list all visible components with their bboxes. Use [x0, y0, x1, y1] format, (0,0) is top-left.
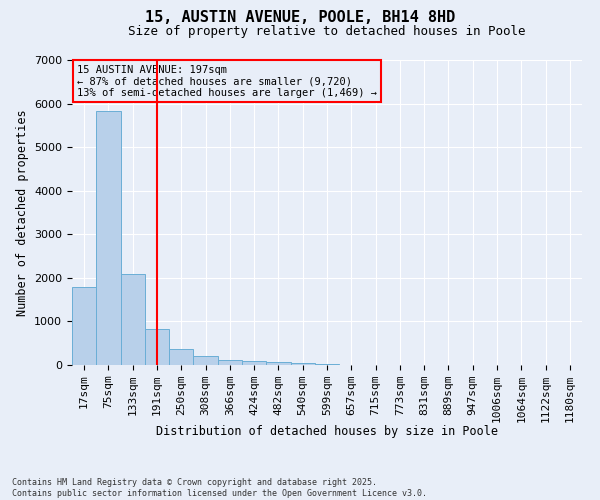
Bar	[266, 362, 290, 365]
Text: Contains HM Land Registry data © Crown copyright and database right 2025.
Contai: Contains HM Land Registry data © Crown c…	[12, 478, 427, 498]
Text: 15 AUSTIN AVENUE: 197sqm
← 87% of detached houses are smaller (9,720)
13% of sem: 15 AUSTIN AVENUE: 197sqm ← 87% of detach…	[77, 64, 377, 98]
Bar	[315, 364, 339, 365]
Bar	[145, 329, 169, 365]
Bar	[96, 112, 121, 365]
Bar	[72, 286, 96, 365]
Text: 15, AUSTIN AVENUE, POOLE, BH14 8HD: 15, AUSTIN AVENUE, POOLE, BH14 8HD	[145, 10, 455, 25]
Bar	[193, 356, 218, 365]
X-axis label: Distribution of detached houses by size in Poole: Distribution of detached houses by size …	[156, 425, 498, 438]
Bar	[290, 362, 315, 365]
Bar	[121, 274, 145, 365]
Bar	[218, 360, 242, 365]
Bar	[169, 350, 193, 365]
Bar	[242, 361, 266, 365]
Y-axis label: Number of detached properties: Number of detached properties	[16, 109, 29, 316]
Title: Size of property relative to detached houses in Poole: Size of property relative to detached ho…	[128, 25, 526, 38]
